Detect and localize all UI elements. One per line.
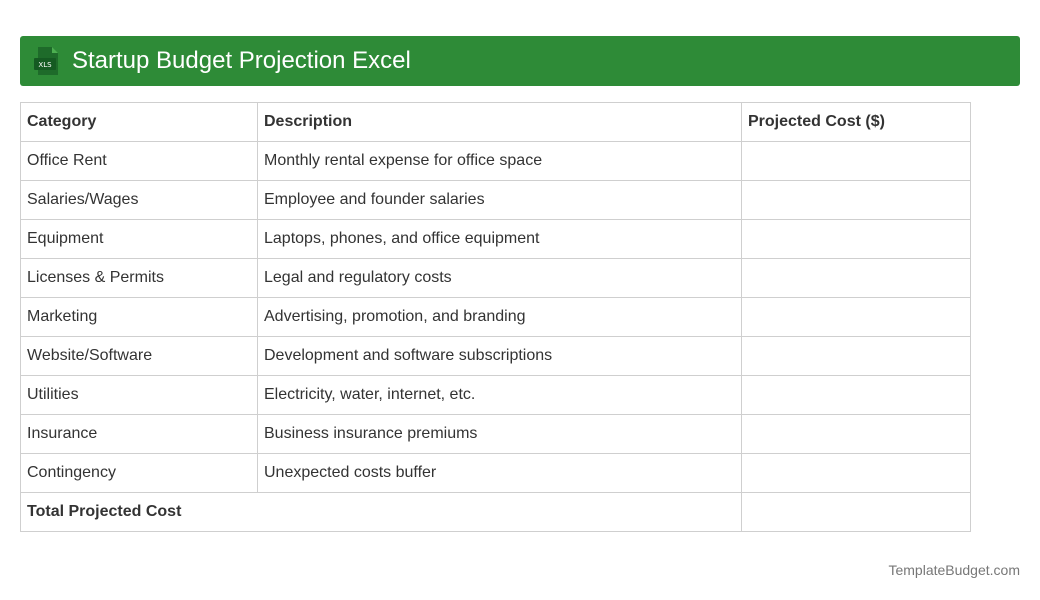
xls-icon-label: XLS: [38, 61, 52, 69]
table-row: Insurance Business insurance premiums: [20, 414, 971, 454]
category-cell: Salaries/Wages: [20, 180, 258, 220]
description-cell: Unexpected costs buffer: [257, 453, 742, 493]
site-credit: TemplateBudget.com: [888, 562, 1020, 578]
cost-cell[interactable]: [741, 375, 971, 415]
description-cell: Advertising, promotion, and branding: [257, 297, 742, 337]
table-row: Contingency Unexpected costs buffer: [20, 453, 971, 493]
page-header: XLS Startup Budget Projection Excel: [20, 36, 1020, 86]
description-cell: Development and software subscriptions: [257, 336, 742, 376]
table-row: Website/Software Development and softwar…: [20, 336, 971, 376]
total-cost-cell[interactable]: [741, 492, 971, 532]
total-row: Total Projected Cost: [20, 492, 971, 532]
xls-file-icon: XLS: [32, 46, 62, 76]
column-header-description: Description: [257, 102, 742, 142]
table-row: Utilities Electricity, water, internet, …: [20, 375, 971, 415]
category-cell: Contingency: [20, 453, 258, 493]
description-cell: Laptops, phones, and office equipment: [257, 219, 742, 259]
cost-cell[interactable]: [741, 453, 971, 493]
cost-cell[interactable]: [741, 414, 971, 454]
cost-cell[interactable]: [741, 180, 971, 220]
table-row: Marketing Advertising, promotion, and br…: [20, 297, 971, 337]
description-cell: Business insurance premiums: [257, 414, 742, 454]
category-cell: Utilities: [20, 375, 258, 415]
cost-cell[interactable]: [741, 297, 971, 337]
category-cell: Marketing: [20, 297, 258, 337]
category-cell: Equipment: [20, 219, 258, 259]
cost-cell[interactable]: [741, 258, 971, 298]
table-header-row: Category Description Projected Cost ($): [20, 102, 971, 142]
description-cell: Employee and founder salaries: [257, 180, 742, 220]
description-cell: Electricity, water, internet, etc.: [257, 375, 742, 415]
description-cell: Legal and regulatory costs: [257, 258, 742, 298]
table-row: Office Rent Monthly rental expense for o…: [20, 141, 971, 181]
cost-cell[interactable]: [741, 336, 971, 376]
category-cell: Licenses & Permits: [20, 258, 258, 298]
table-row: Salaries/Wages Employee and founder sala…: [20, 180, 971, 220]
cost-cell[interactable]: [741, 141, 971, 181]
category-cell: Website/Software: [20, 336, 258, 376]
category-cell: Office Rent: [20, 141, 258, 181]
column-header-cost: Projected Cost ($): [741, 102, 971, 142]
description-cell: Monthly rental expense for office space: [257, 141, 742, 181]
column-header-category: Category: [20, 102, 258, 142]
category-cell: Insurance: [20, 414, 258, 454]
table-row: Licenses & Permits Legal and regulatory …: [20, 258, 971, 298]
page-title: Startup Budget Projection Excel: [72, 47, 411, 74]
table-row: Equipment Laptops, phones, and office eq…: [20, 219, 971, 259]
cost-cell[interactable]: [741, 219, 971, 259]
total-label: Total Projected Cost: [20, 492, 742, 532]
budget-table: Category Description Projected Cost ($) …: [20, 102, 971, 532]
